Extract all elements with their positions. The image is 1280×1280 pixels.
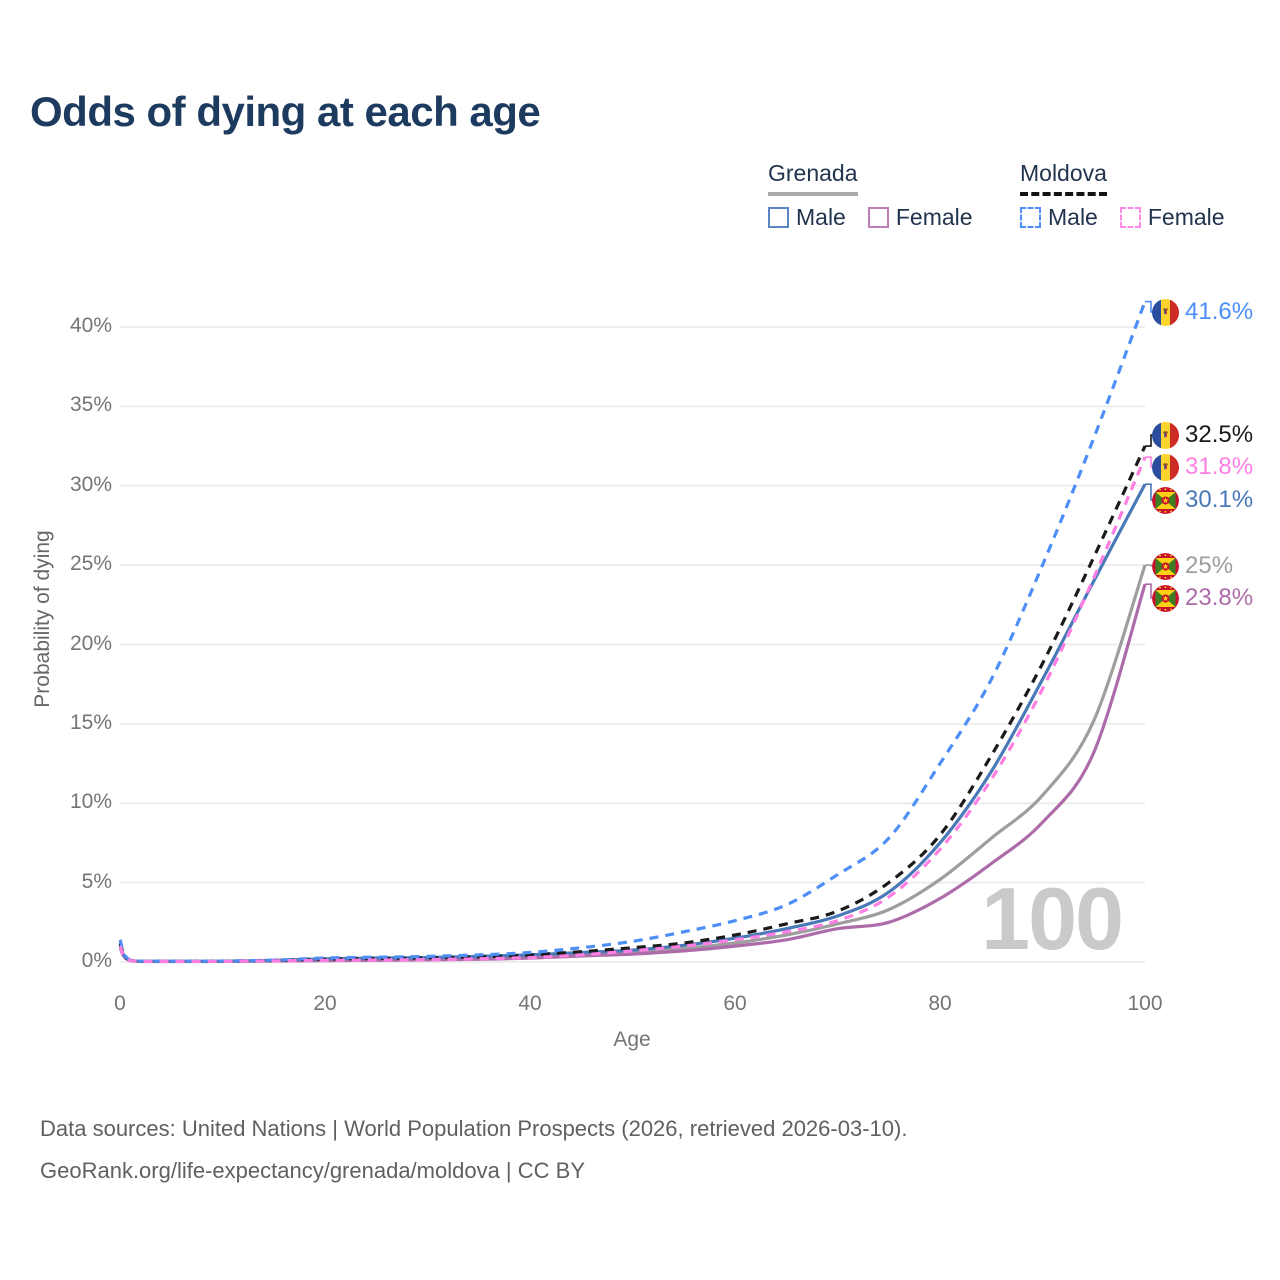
- series-line-moldova-female: [118, 456, 1147, 964]
- series-line-moldova-male: [118, 301, 1147, 963]
- end-label-value: 30.1%: [1185, 486, 1254, 513]
- legend-item-label: Female: [895, 204, 973, 230]
- x-tick-label: 20: [313, 992, 337, 1015]
- grenada-flag-icon: [1152, 486, 1179, 514]
- x-tick-label: 80: [928, 992, 952, 1015]
- legend-item-label: Male: [796, 204, 846, 230]
- end-label-value: 31.8%: [1185, 453, 1254, 480]
- y-tick-label: 25%: [69, 552, 112, 576]
- x-tick-label: 100: [1127, 992, 1163, 1015]
- x-tick-label: 60: [723, 992, 747, 1015]
- y-tick-label: 0%: [81, 949, 112, 972]
- moldova-flag-icon: [1152, 453, 1179, 481]
- legend-group-title: Moldova: [1020, 160, 1107, 196]
- grenada-flag-icon: [1152, 584, 1179, 612]
- legend-checkbox-icon[interactable]: [768, 207, 789, 228]
- y-tick-label: 10%: [69, 790, 112, 814]
- y-tick-label: 30%: [69, 472, 112, 496]
- x-tick-label: 0: [114, 992, 126, 1015]
- legend-group-title: Grenada: [768, 160, 858, 196]
- y-axis-title: Probability of dying: [31, 530, 54, 708]
- legend-item-label: Female: [1147, 204, 1225, 230]
- x-axis-title: Age: [613, 1028, 651, 1051]
- end-label-grenada-female: 23.8%: [1152, 584, 1253, 612]
- x-tick-label: 40: [518, 992, 542, 1015]
- y-tick-label: 40%: [69, 314, 112, 337]
- watermark: 100: [981, 869, 1124, 968]
- end-label-grenada-total: 25%: [1152, 552, 1233, 580]
- end-label-value: 23.8%: [1185, 584, 1254, 611]
- y-tick-label: 5%: [81, 869, 112, 893]
- end-label-value: 41.6%: [1185, 298, 1254, 325]
- end-label-value: 25%: [1185, 552, 1234, 579]
- legend-item-grenada-female[interactable]: Female: [867, 204, 973, 231]
- footer-attribution: GeoRank.org/life-expectancy/grenada/mold…: [40, 1158, 585, 1183]
- footer-sources: Data sources: United Nations | World Pop…: [40, 1116, 908, 1141]
- footer: Data sources: United Nations | World Pop…: [40, 1108, 907, 1192]
- y-tick-label: 20%: [69, 631, 112, 655]
- legend-item-grenada-male[interactable]: Male: [768, 204, 846, 231]
- end-label-value: 32.5%: [1185, 421, 1254, 448]
- legend-item-label: Male: [1048, 204, 1098, 230]
- legend-group-moldova: Moldova Male Female: [1020, 160, 1225, 231]
- legend-checkbox-icon[interactable]: [1020, 207, 1041, 228]
- page-title: Odds of dying at each age: [30, 88, 541, 135]
- legend-checkbox-icon[interactable]: [1119, 207, 1141, 228]
- legend-item-moldova-male[interactable]: Male: [1020, 204, 1098, 231]
- legend-group-grenada: Grenada Male Female: [768, 160, 973, 231]
- legend-checkbox-icon[interactable]: [867, 207, 889, 228]
- end-label-grenada-male: 30.1%: [1152, 486, 1253, 514]
- y-tick-label: 15%: [69, 710, 112, 734]
- end-label-moldova-female: 31.8%: [1152, 453, 1253, 481]
- y-tick-label: 35%: [69, 393, 112, 417]
- legend-item-moldova-female[interactable]: Female: [1119, 204, 1225, 231]
- moldova-flag-icon: [1152, 298, 1179, 326]
- end-label-moldova-total: 32.5%: [1152, 421, 1253, 449]
- grenada-flag-icon: [1152, 552, 1179, 580]
- end-label-moldova-male: 41.6%: [1152, 298, 1253, 326]
- moldova-flag-icon: [1152, 421, 1179, 449]
